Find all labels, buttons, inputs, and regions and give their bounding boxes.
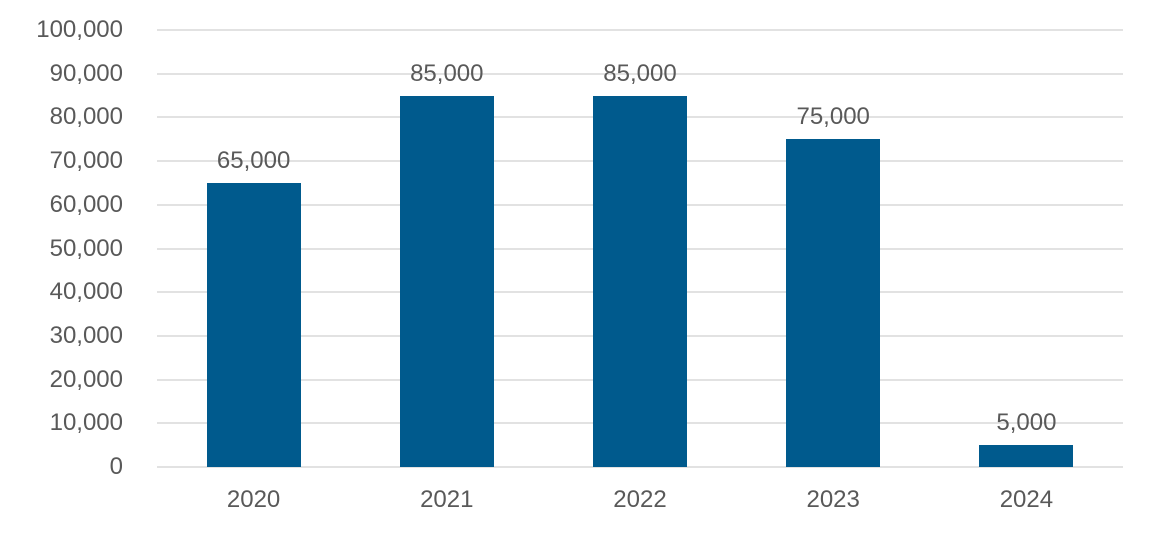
- bar: [206, 182, 301, 467]
- gridline: [157, 29, 1123, 31]
- bar-value-label: 85,000: [410, 59, 484, 87]
- bar: [979, 445, 1074, 467]
- y-tick-label: 40,000: [49, 278, 123, 306]
- y-tick-label: 0: [109, 453, 123, 480]
- x-tick-label: 2021: [420, 486, 474, 513]
- y-tick-label: 10,000: [49, 409, 123, 437]
- y-tick-label: 80,000: [49, 103, 123, 131]
- bar: [399, 95, 494, 467]
- bar: [786, 139, 881, 467]
- bar-value-label: 65,000: [216, 146, 291, 174]
- x-tick-label: 2023: [806, 486, 860, 513]
- y-tick-label: 50,000: [49, 234, 123, 262]
- bar-value-label: 5,000: [996, 409, 1057, 437]
- y-tick-label: 90,000: [49, 59, 123, 87]
- y-tick-label: 100,000: [36, 16, 123, 43]
- bar: [593, 95, 687, 467]
- bar-value-label: 75,000: [796, 103, 870, 131]
- y-tick-label: 60,000: [49, 190, 123, 218]
- x-tick-label: 2024: [999, 486, 1054, 513]
- y-tick-label: 70,000: [49, 147, 123, 175]
- y-tick-label: 20,000: [49, 365, 123, 393]
- x-tick-label: 2022: [613, 486, 667, 513]
- x-tick-label: 2020: [226, 486, 281, 513]
- bar-value-label: 85,000: [603, 59, 677, 87]
- y-tick-label: 30,000: [49, 321, 123, 349]
